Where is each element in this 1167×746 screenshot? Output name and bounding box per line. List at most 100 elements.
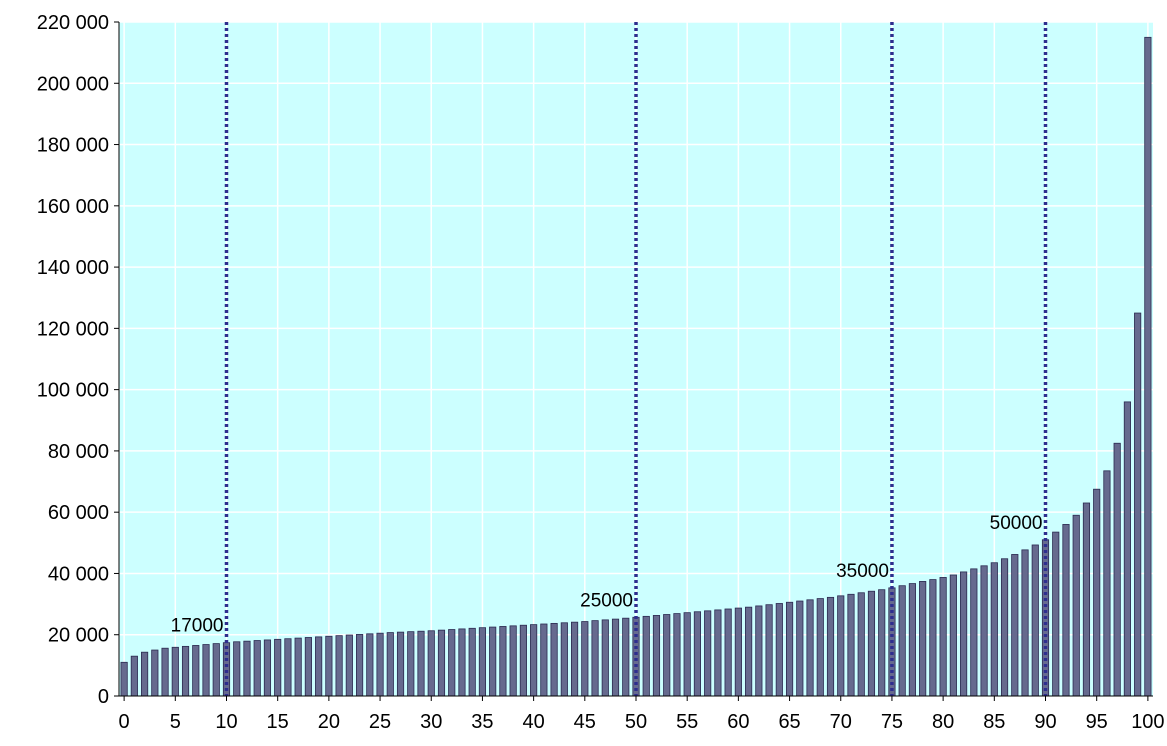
x-tick-label: 100 <box>1131 711 1164 733</box>
marker-label: 25000 <box>580 590 633 611</box>
bar <box>356 634 364 697</box>
bar <box>929 579 937 697</box>
marker-label: 50000 <box>990 513 1043 534</box>
y-tick-label: 220 000 <box>37 12 109 34</box>
bar <box>775 603 783 697</box>
bar <box>1082 502 1091 697</box>
y-tick-label: 200 000 <box>37 73 109 95</box>
marker-label: 35000 <box>836 561 889 582</box>
bar <box>591 620 599 697</box>
x-tick-label: 25 <box>369 711 391 733</box>
bar <box>765 604 773 697</box>
bar <box>130 655 138 697</box>
x-tick-label: 95 <box>1086 711 1108 733</box>
bar <box>949 574 957 697</box>
bar <box>243 640 251 697</box>
bar <box>499 626 507 697</box>
bar <box>796 600 804 697</box>
bar <box>724 608 732 697</box>
bar <box>141 651 149 697</box>
bar <box>960 571 968 697</box>
bar <box>622 617 630 697</box>
bar <box>233 641 241 697</box>
x-tick-label: 85 <box>983 711 1005 733</box>
bar <box>427 630 435 697</box>
x-tick-label: 10 <box>215 711 237 733</box>
y-tick-label: 140 000 <box>37 257 109 279</box>
bar <box>867 590 876 697</box>
bar <box>704 610 712 697</box>
bar <box>663 614 671 697</box>
bar <box>325 635 333 697</box>
x-tick-label: 50 <box>625 711 647 733</box>
x-tick-label: 30 <box>420 711 442 733</box>
bar <box>437 629 446 697</box>
x-tick-label: 75 <box>881 711 903 733</box>
bar <box>315 636 323 697</box>
bar <box>908 583 916 697</box>
bar <box>274 638 282 697</box>
x-tick-label: 0 <box>119 711 130 733</box>
bar <box>714 609 722 697</box>
y-tick-label: 120 000 <box>37 318 109 340</box>
x-tick-label: 20 <box>318 711 340 733</box>
bar <box>560 622 568 697</box>
bar <box>151 649 159 697</box>
x-tick-label: 60 <box>727 711 749 733</box>
y-tick-label: 180 000 <box>37 135 109 157</box>
x-tick-label: 5 <box>170 711 181 733</box>
bar <box>376 632 384 697</box>
bar <box>1072 514 1080 697</box>
x-tick-label: 90 <box>1034 711 1056 733</box>
bar <box>785 601 794 697</box>
x-tick-label: 80 <box>932 711 954 733</box>
x-tick-label: 35 <box>471 711 493 733</box>
bar <box>878 589 886 697</box>
y-tick-label: 80 000 <box>48 441 109 463</box>
bar <box>990 562 998 697</box>
bar <box>734 607 742 697</box>
bar <box>335 635 343 697</box>
bar <box>581 621 589 697</box>
bar <box>161 647 169 697</box>
bar <box>693 611 701 697</box>
x-tick-label: 40 <box>522 711 544 733</box>
bar <box>673 613 681 697</box>
bar <box>550 622 558 697</box>
bar <box>366 633 374 697</box>
bar <box>1093 488 1101 697</box>
bar <box>253 640 261 697</box>
x-tick-label: 65 <box>778 711 800 733</box>
marker-label: 17000 <box>171 616 224 637</box>
bar <box>1031 544 1039 697</box>
x-tick-label: 70 <box>830 711 852 733</box>
bar <box>1123 401 1131 697</box>
bar <box>601 619 609 697</box>
bar <box>1052 531 1060 697</box>
bar <box>417 630 425 697</box>
bar <box>919 581 927 697</box>
bar <box>611 618 620 697</box>
x-tick-label: 45 <box>574 711 596 733</box>
bar <box>345 634 353 697</box>
bar <box>642 615 650 697</box>
bar <box>939 577 947 697</box>
bar <box>1011 554 1019 697</box>
bar <box>806 599 814 697</box>
bar <box>396 631 405 697</box>
bar <box>284 638 292 697</box>
bar <box>478 627 487 697</box>
bar <box>519 624 527 697</box>
y-tick-label: 100 000 <box>37 380 109 402</box>
bar <box>468 627 476 697</box>
bar <box>1000 558 1009 697</box>
bar <box>652 615 661 697</box>
bar <box>120 661 128 697</box>
bar <box>1113 442 1121 697</box>
bar <box>1134 312 1142 697</box>
bar <box>448 629 456 697</box>
bar <box>171 646 179 697</box>
y-tick-label: 160 000 <box>37 196 109 218</box>
